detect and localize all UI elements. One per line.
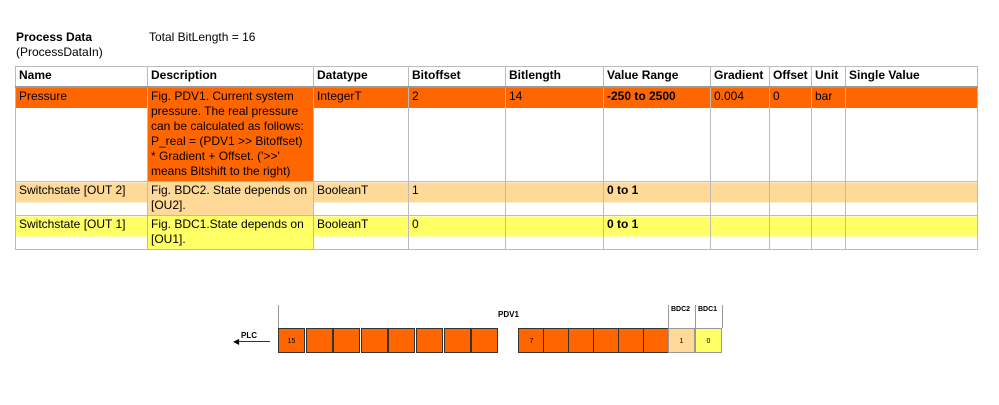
cell-single-value bbox=[845, 215, 978, 250]
pdv1-bit-box bbox=[568, 328, 595, 353]
cell-bitoffset: 1 bbox=[408, 181, 506, 216]
pdv1-bit-box bbox=[471, 328, 499, 353]
cell-unit bbox=[811, 215, 846, 250]
cell-value-range: 0 to 1 bbox=[603, 215, 711, 250]
cell-unit bbox=[811, 181, 846, 216]
total-bitlength: Total BitLength = 16 bbox=[149, 30, 256, 44]
col-gradient: Gradient bbox=[710, 66, 770, 88]
cell-bitlength: 14 bbox=[505, 86, 604, 182]
col-single-value: Single Value bbox=[845, 66, 978, 88]
pdv1-bit-box bbox=[643, 328, 670, 353]
col-offset: Offset bbox=[769, 66, 812, 88]
pdv1-bit-box bbox=[388, 328, 416, 353]
cell-value-range: -250 to 2500 bbox=[603, 86, 711, 182]
bdc1-label: BDC1 bbox=[698, 306, 718, 313]
cell-gradient bbox=[710, 215, 770, 250]
bdc2-label: BDC2 bbox=[671, 306, 691, 313]
cell-datatype: BooleanT bbox=[313, 181, 409, 216]
col-bitlength: Bitlength bbox=[505, 66, 604, 88]
pdv1-bit-box: 7 bbox=[518, 328, 545, 353]
section-title: Process Data bbox=[16, 30, 93, 44]
process-data-table: Name Description Datatype Bitoffset Bitl… bbox=[15, 66, 978, 250]
col-bitoffset: Bitoffset bbox=[408, 66, 506, 88]
cell-gradient: 0.004 bbox=[710, 86, 770, 182]
cell-name: Switchstate [OUT 2] bbox=[15, 181, 148, 216]
cell-gradient bbox=[710, 181, 770, 216]
pdv1-bit-box bbox=[333, 328, 361, 353]
cell-offset: 0 bbox=[769, 86, 812, 182]
cell-bitoffset: 0 bbox=[408, 215, 506, 250]
col-name: Name bbox=[15, 66, 148, 88]
cell-offset bbox=[769, 215, 812, 250]
table-row: Pressure Fig. PDV1. Current system press… bbox=[15, 86, 978, 182]
cell-value-range: 0 to 1 bbox=[603, 181, 711, 216]
cell-datatype: BooleanT bbox=[313, 215, 409, 250]
cell-name: Switchstate [OUT 1] bbox=[15, 215, 148, 250]
pdv1-label: PDV1 bbox=[498, 310, 519, 319]
arrow-left-icon: ◀ bbox=[233, 337, 240, 346]
pdv1-bit-box bbox=[618, 328, 645, 353]
col-value-range: Value Range bbox=[603, 66, 711, 88]
cell-description: Fig. BDC2. State depends on [OU2]. bbox=[147, 181, 314, 216]
cell-bitoffset: 2 bbox=[408, 86, 506, 182]
plc-arrow-line bbox=[238, 341, 270, 342]
bdc1-bit-box: 0 bbox=[695, 328, 722, 353]
cell-bitlength bbox=[505, 215, 604, 250]
pdv1-bit-box bbox=[593, 328, 620, 353]
section-subtitle: (ProcessDataIn) bbox=[16, 45, 103, 59]
cell-datatype: IntegerT bbox=[313, 86, 409, 182]
table-row: Switchstate [OUT 2] Fig. BDC2. State dep… bbox=[15, 181, 978, 216]
col-datatype: Datatype bbox=[313, 66, 409, 88]
plc-label: PLC bbox=[241, 331, 257, 340]
bdc2-bit-box: 1 bbox=[668, 328, 695, 353]
cell-single-value bbox=[845, 86, 978, 182]
pdv1-bit-box bbox=[543, 328, 570, 353]
cell-name: Pressure bbox=[15, 86, 148, 182]
cell-single-value bbox=[845, 181, 978, 216]
pdv1-bit-box bbox=[305, 328, 333, 353]
cell-description: Fig. PDV1. Current system pressure. The … bbox=[147, 86, 314, 182]
pdv1-bit-box bbox=[443, 328, 471, 353]
cell-unit: bar bbox=[811, 86, 846, 182]
cell-bitlength bbox=[505, 181, 604, 216]
table-header: Name Description Datatype Bitoffset Bitl… bbox=[15, 66, 978, 88]
col-unit: Unit bbox=[811, 66, 846, 88]
pdv1-bit-box: 15 bbox=[278, 328, 305, 353]
cell-description: Fig. BDC1.State depends on [OU1]. bbox=[147, 215, 314, 250]
cell-offset bbox=[769, 181, 812, 216]
table-row: Switchstate [OUT 1] Fig. BDC1.State depe… bbox=[15, 215, 978, 250]
col-description: Description bbox=[147, 66, 314, 88]
pdv1-bit-box bbox=[360, 328, 388, 353]
pdv1-bit-box bbox=[416, 328, 443, 353]
